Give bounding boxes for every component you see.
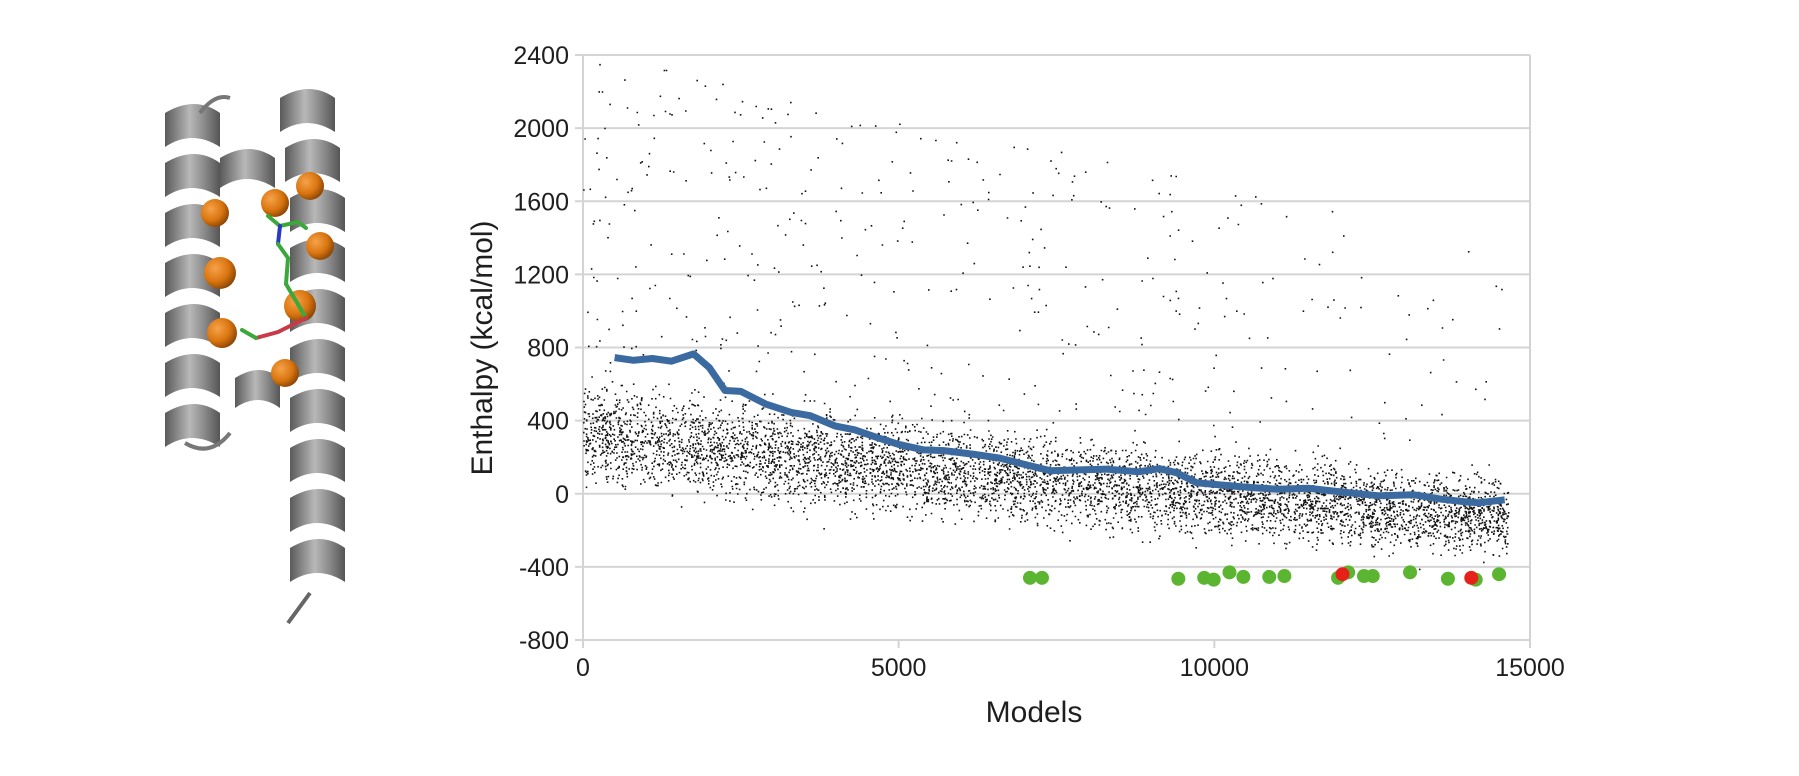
y-tick-label: 1600 — [513, 188, 569, 216]
running-average-line — [614, 350, 1506, 507]
x-tick-label: 0 — [576, 654, 590, 682]
green-marker — [1365, 569, 1380, 584]
green-marker — [1171, 571, 1186, 586]
green-marker — [1236, 569, 1251, 584]
helix-left-icon — [165, 104, 220, 447]
x-axis-ticks: 0 5000 10000 15000 — [576, 654, 1565, 682]
y-tick-label: -800 — [519, 627, 569, 655]
helix-middle-icon — [183, 95, 280, 451]
y-tick-label: 2000 — [513, 115, 569, 143]
ligand-sticks-icon — [240, 214, 308, 340]
green-marker — [1022, 570, 1037, 585]
green-marker — [1403, 565, 1418, 580]
x-axis-title: Models — [986, 696, 1083, 729]
y-tick-label: -400 — [519, 554, 569, 582]
y-tick-label: 400 — [527, 408, 569, 436]
green-marker — [1034, 570, 1049, 585]
green-marker — [1206, 572, 1221, 587]
protein-structure-image — [165, 89, 345, 625]
x-tick-label: 15000 — [1495, 654, 1565, 682]
grid-lines — [575, 54, 1531, 648]
x-tick-label: 10000 — [1180, 654, 1250, 682]
y-axis-ticks: 2400 2000 1600 1200 800 400 0 -400 -800 — [513, 42, 569, 655]
green-marker — [1277, 569, 1292, 584]
highlight-markers — [1022, 565, 1507, 587]
scatter-points — [583, 63, 1510, 571]
green-marker — [1222, 565, 1237, 580]
orange-spheres-icon — [201, 172, 334, 387]
y-tick-label: 2400 — [513, 42, 569, 70]
x-tick-label: 5000 — [871, 654, 927, 682]
green-marker — [1440, 571, 1455, 586]
green-marker — [1492, 567, 1507, 582]
y-tick-label: 1200 — [513, 261, 569, 289]
y-tick-label: 0 — [555, 481, 569, 509]
red-marker — [1335, 567, 1350, 582]
y-axis-title: Enthalpy (kcal/mol) — [466, 220, 499, 475]
red-marker — [1464, 570, 1479, 585]
y-tick-label: 800 — [527, 335, 569, 363]
green-marker — [1262, 569, 1277, 584]
